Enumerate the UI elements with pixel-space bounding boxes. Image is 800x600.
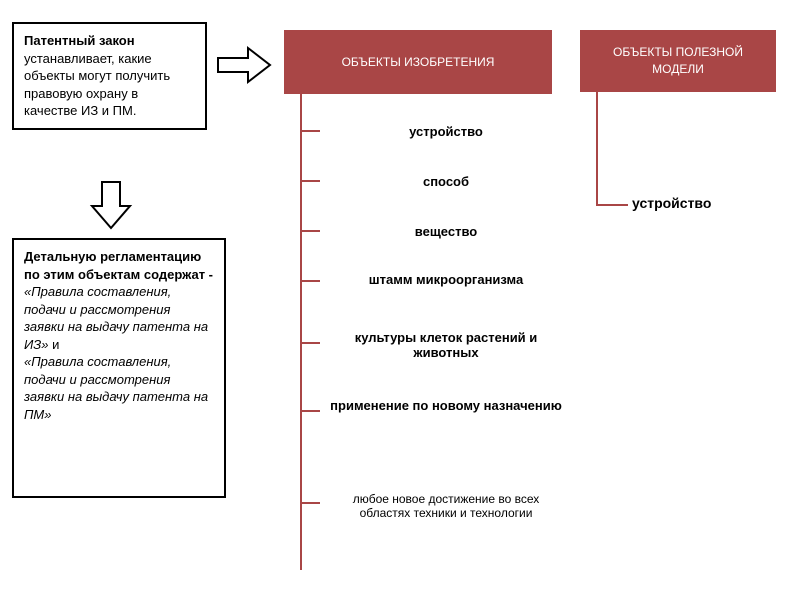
box2-ital2: «Правила составления, подачи и рассмотре… xyxy=(24,354,208,422)
invention-objects-header: ОБЪЕКТЫ ИЗОБРЕТЕНИЯ xyxy=(284,30,552,94)
box1-text: устанавливает, какие объекты могут получ… xyxy=(24,51,170,119)
arrow-down-icon xyxy=(86,178,136,234)
invention-tick xyxy=(300,180,320,182)
invention-item: применение по новому назначению xyxy=(326,398,566,413)
arrow-right-icon xyxy=(214,40,278,90)
invention-item: вещество xyxy=(326,224,566,239)
invention-tick xyxy=(300,410,320,412)
invention-item: способ xyxy=(326,174,566,189)
patent-law-box: Патентный закон устанавливает, какие объ… xyxy=(12,22,207,130)
model-bracket-horizontal xyxy=(596,204,628,206)
invention-tick xyxy=(300,502,320,504)
invention-item: штамм микроорганизма xyxy=(326,272,566,287)
box2-lead: Детальную регламентацию по этим объектам… xyxy=(24,249,213,282)
invention-tick xyxy=(300,280,320,282)
box2-mid: и xyxy=(49,337,60,352)
invention-item: устройство xyxy=(326,124,566,139)
model-item: устройство xyxy=(632,195,711,211)
box1-bold: Патентный закон xyxy=(24,33,135,48)
regulation-box: Детальную регламентацию по этим объектам… xyxy=(12,238,226,498)
invention-item: любое новое достижение во всех областях … xyxy=(326,492,566,520)
invention-item: культуры клеток растений и животных xyxy=(326,330,566,360)
invention-tick xyxy=(300,230,320,232)
invention-tick xyxy=(300,130,320,132)
invention-bracket-vertical xyxy=(300,94,302,570)
model-objects-header: ОБЪЕКТЫ ПОЛЕЗНОЙ МОДЕЛИ xyxy=(580,30,776,92)
invention-tick xyxy=(300,342,320,344)
model-bracket-vertical xyxy=(596,92,598,206)
